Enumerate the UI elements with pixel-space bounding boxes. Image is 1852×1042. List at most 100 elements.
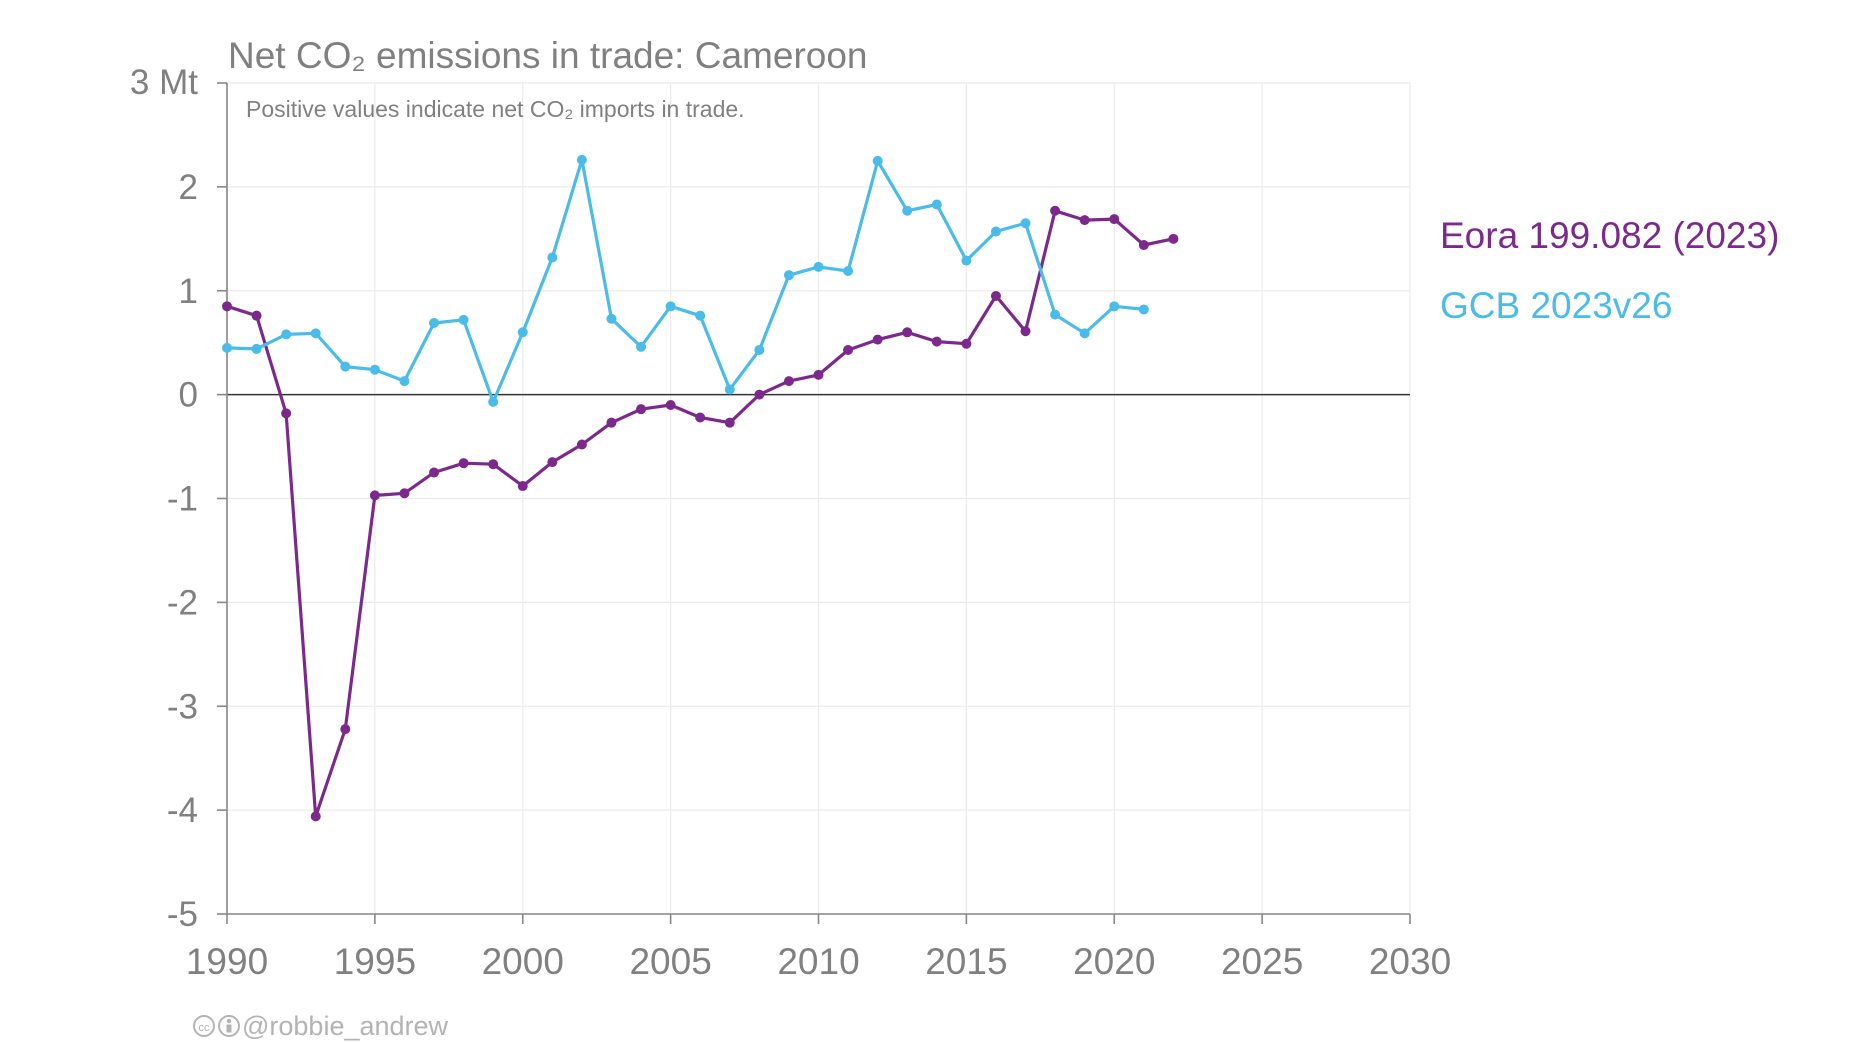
data-point (931, 336, 942, 347)
data-point (222, 301, 232, 312)
data-point (1050, 205, 1061, 216)
data-point (488, 396, 499, 407)
data-point (636, 404, 647, 415)
data-point (1109, 214, 1120, 225)
data-point (1109, 301, 1120, 312)
y-tick-label: -3 (167, 687, 198, 726)
data-point (1020, 218, 1031, 229)
x-tick-label: 2000 (482, 941, 564, 982)
data-point (1050, 309, 1061, 320)
data-point (251, 310, 262, 321)
data-point (902, 327, 913, 338)
y-unit-label: 3 Mt (130, 63, 198, 102)
creative-commons-icon: cc (193, 1015, 215, 1037)
data-point (1079, 328, 1090, 339)
data-point (1138, 304, 1149, 315)
data-point (458, 314, 469, 325)
data-point (961, 255, 972, 266)
data-point (488, 459, 499, 470)
y-tick-label: -5 (167, 895, 198, 934)
data-point (222, 342, 232, 353)
axes (217, 82, 1411, 924)
data-point (310, 811, 321, 822)
data-point (369, 490, 380, 501)
legend-entry: Eora 199.082 (2023) (1440, 215, 1779, 256)
data-point (665, 301, 676, 312)
data-point (783, 270, 794, 281)
gridlines (226, 82, 1411, 915)
data-point (754, 344, 765, 355)
series-0 (222, 205, 1179, 822)
data-point (872, 334, 883, 345)
data-point (251, 343, 262, 354)
data-point (429, 317, 440, 328)
data-point (813, 261, 824, 272)
data-point (281, 329, 292, 340)
series-line (226, 158, 1144, 404)
credit-handle: @robbie_andrew (242, 1011, 449, 1041)
y-tick-label: -1 (167, 480, 198, 519)
x-tick-label: 2020 (1073, 941, 1155, 982)
data-point (843, 344, 854, 355)
svg-text:cc: cc (199, 1022, 211, 1034)
x-tick-label: 2030 (1369, 941, 1451, 982)
data-point (517, 327, 528, 338)
data-point (310, 328, 321, 339)
data-point (754, 389, 765, 400)
data-point (576, 439, 587, 450)
data-point (990, 226, 1001, 237)
data-point (369, 364, 380, 375)
series-1 (222, 154, 1149, 407)
x-tick-label: 2025 (1221, 941, 1303, 982)
data-point (340, 724, 351, 735)
x-tick-label: 1990 (186, 941, 268, 982)
data-point (872, 155, 883, 166)
legend-entry: GCB 2023v26 (1440, 285, 1672, 326)
data-point (1168, 233, 1179, 244)
y-tick-label: 0 (179, 376, 198, 415)
data-point (340, 361, 351, 372)
y-tick-label: -2 (167, 583, 198, 622)
data-point (281, 408, 292, 419)
x-tick-label: 2010 (777, 941, 859, 982)
data-point (813, 369, 824, 380)
data-point (547, 252, 558, 263)
data-point (961, 338, 972, 349)
data-point (724, 417, 735, 428)
data-point (458, 458, 469, 469)
data-point (399, 488, 410, 499)
data-point (636, 341, 647, 352)
data-point (576, 154, 587, 165)
data-point (783, 376, 794, 387)
data-point (931, 199, 942, 210)
series-line (226, 209, 1174, 819)
data-point (399, 376, 410, 387)
x-tick-label: 1995 (334, 941, 416, 982)
y-tick-label: 2 (179, 168, 198, 207)
chart-title: Net CO₂ emissions in trade: Cameroon (228, 35, 868, 76)
x-tick-label: 2005 (629, 941, 711, 982)
data-point (695, 310, 706, 321)
attribution-icon (218, 1015, 240, 1037)
legend: Eora 199.082 (2023) GCB 2023v26 (1440, 215, 1779, 326)
data-point (429, 467, 440, 478)
data-point (547, 457, 558, 468)
data-point (1020, 326, 1031, 337)
series (222, 154, 1179, 822)
y-axis-ticks: 2 1 0 -1 -2 -3 -4 -5 (167, 168, 198, 934)
data-point (990, 290, 1001, 301)
chart-subtitle: Positive values indicate net CO₂ imports… (246, 96, 745, 122)
y-tick-label: 1 (179, 272, 198, 311)
x-axis-ticks: 1990 1995 2000 2005 2010 2015 2020 2025 2030 (186, 941, 1451, 982)
credit: cc @robbie_andrew (193, 1011, 449, 1041)
data-point (606, 417, 617, 428)
data-point (724, 384, 735, 395)
y-tick-label: -4 (167, 791, 198, 830)
data-point (1138, 240, 1149, 251)
data-point (843, 266, 854, 277)
data-point (517, 481, 528, 492)
data-point (606, 313, 617, 324)
x-tick-label: 2015 (925, 941, 1007, 982)
data-point (902, 205, 913, 216)
